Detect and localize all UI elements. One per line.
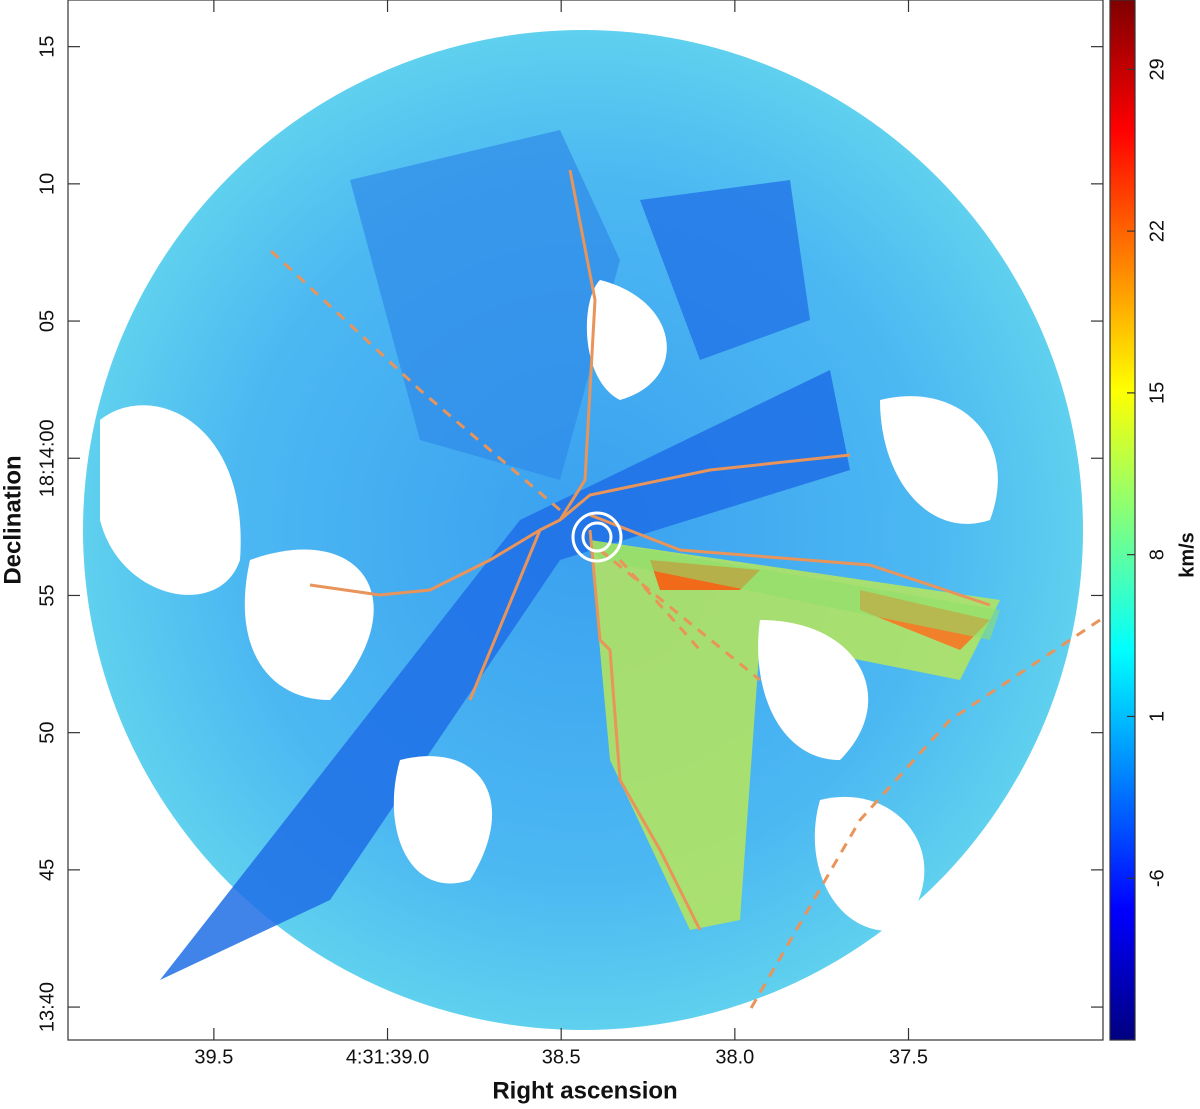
colorbar-tick-label: 1 bbox=[1146, 711, 1168, 722]
colorbar-tick-label: 29 bbox=[1146, 58, 1168, 80]
colorbar-tick-label: 22 bbox=[1146, 220, 1168, 242]
x-tick-label: 38.0 bbox=[715, 1046, 754, 1068]
y-tick-label: 18:14:00 bbox=[36, 419, 58, 497]
y-tick-label: 50 bbox=[36, 722, 58, 744]
colorbar bbox=[1109, 0, 1136, 1041]
x-tick-label: 37.5 bbox=[889, 1046, 928, 1068]
x-tick-label: 4:31:39.0 bbox=[346, 1046, 429, 1068]
y-tick-label: 05 bbox=[36, 310, 58, 332]
y-tick-label: 13:40 bbox=[36, 982, 58, 1032]
y-tick-label: 15 bbox=[36, 36, 58, 58]
x-axis-label: Right ascension bbox=[492, 1077, 677, 1104]
y-tick-label: 45 bbox=[36, 859, 58, 881]
x-tick-label: 38.5 bbox=[542, 1046, 581, 1068]
x-tick-label: 39.5 bbox=[194, 1046, 233, 1068]
y-tick-label: 10 bbox=[36, 173, 58, 195]
colorbar-label: km/s bbox=[1176, 532, 1198, 578]
velocity-map bbox=[83, 30, 1101, 1030]
colorbar-tick-label: 8 bbox=[1146, 549, 1168, 560]
plot-frame bbox=[67, 0, 1104, 1041]
y-tick-label: 55 bbox=[36, 584, 58, 606]
colorbar-tick-label: -6 bbox=[1146, 869, 1168, 887]
colorbar-tick-label: 15 bbox=[1146, 382, 1168, 404]
y-axis-label: Declination bbox=[0, 455, 26, 584]
